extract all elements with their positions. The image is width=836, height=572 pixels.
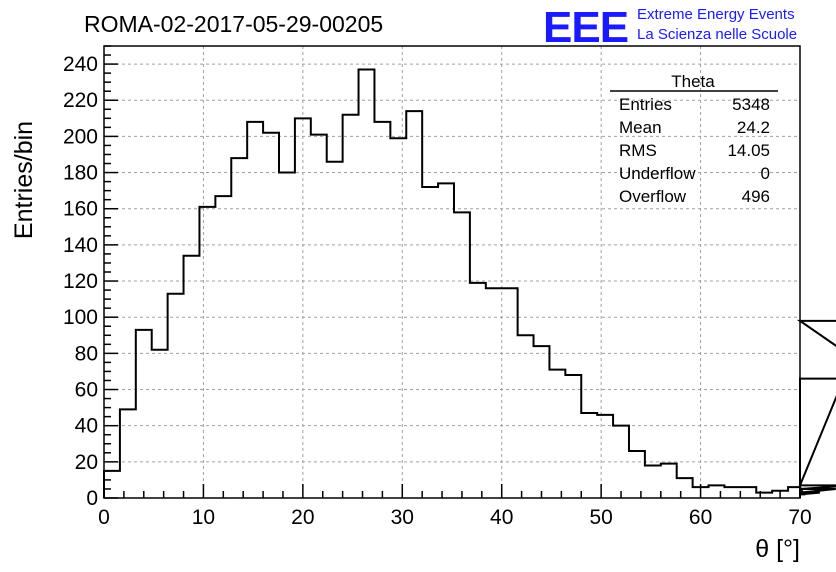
chart-title: ROMA-02-2017-05-29-00205 — [84, 11, 383, 37]
histogram-outline — [103, 68, 836, 498]
stats-rows: Entries 5348 Mean 24.2 RMS 14.05 Underflow 0 Ove… — [619, 95, 770, 206]
x-tick-label: 20 — [291, 506, 314, 529]
stats-label: Underflow — [619, 164, 696, 183]
y-tick-label: 200 — [63, 125, 98, 148]
y-tick-label: 160 — [63, 198, 98, 221]
x-tick-label: 10 — [192, 506, 215, 529]
x-tick-label: 0 — [98, 506, 110, 529]
stats-title: Theta — [671, 72, 715, 91]
y-tick-label: 0 — [86, 487, 98, 510]
x-axis-ticks: 0 10 20 30 40 50 60 70 — [98, 484, 812, 529]
y-tick-label: 20 — [75, 451, 98, 474]
x-tick-label: 60 — [689, 506, 712, 529]
stats-value: 5348 — [732, 95, 770, 114]
y-tick-label: 40 — [75, 415, 98, 438]
eee-logo: EEE — [543, 3, 628, 52]
eee-logo-line2: La Scienza nelle Scuole — [637, 26, 797, 43]
stats-value: 24.2 — [737, 118, 770, 137]
stats-value: 14.05 — [727, 141, 770, 160]
y-tick-label: 80 — [75, 342, 98, 365]
stats-label: Entries — [619, 95, 672, 114]
y-axis-ticks: 0 20 40 60 80 100 120 140 160 180 200 220 240 — [63, 45, 118, 510]
x-tick-label: 50 — [589, 506, 612, 529]
stats-value: 496 — [742, 187, 770, 206]
y-axis-title: Entries/bin — [10, 121, 38, 239]
x-tick-label: 70 — [788, 506, 811, 529]
x-tick-label: 30 — [391, 506, 414, 529]
y-tick-label: 140 — [63, 234, 98, 257]
stats-label: RMS — [619, 141, 657, 160]
y-tick-label: 240 — [63, 53, 98, 76]
grid-lines — [104, 46, 800, 498]
stats-box: Theta Entries 5348 Mean 24.2 RMS 14.05 Underfl… — [610, 72, 778, 206]
y-tick-label: 100 — [63, 306, 98, 329]
y-tick-label: 180 — [63, 162, 98, 185]
stats-label: Mean — [619, 118, 662, 137]
eee-logo-line1: Extreme Energy Events — [637, 6, 795, 23]
stats-label: Overflow — [619, 187, 687, 206]
stats-value: 0 — [761, 164, 770, 183]
x-axis-title: θ [°] — [755, 535, 800, 563]
plot-frame — [103, 45, 801, 499]
y-tick-label: 60 — [75, 379, 98, 402]
x-tick-label: 40 — [490, 506, 513, 529]
y-tick-label: 120 — [63, 270, 98, 293]
y-tick-label: 220 — [63, 89, 98, 112]
